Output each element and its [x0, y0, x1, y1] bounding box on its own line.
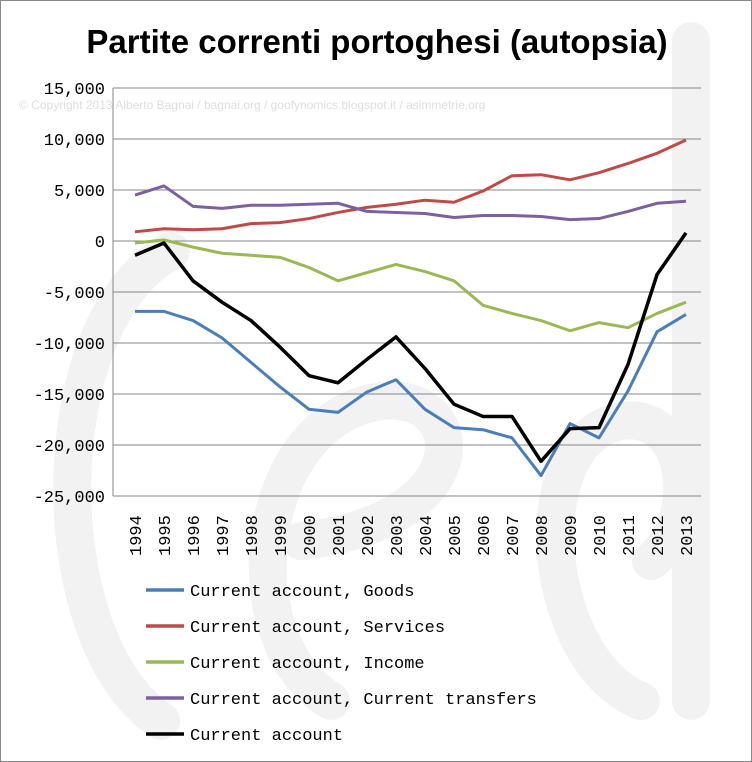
y-tick-label: -25,000 [34, 489, 105, 508]
series-line-current-account-services [134, 138, 687, 234]
legend-label: Current account, Goods [190, 583, 414, 602]
x-tick-label: 2013 [679, 515, 698, 556]
y-tick-label: -15,000 [34, 387, 105, 406]
x-tick-label: 1996 [186, 515, 205, 556]
series-line-current-account-goods [135, 309, 687, 478]
x-tick-label: 2010 [592, 515, 611, 556]
x-tick-label: 2006 [476, 515, 495, 556]
x-tick-label: 1998 [244, 515, 263, 556]
legend-label: Current account, Income [190, 655, 425, 674]
legend-label: Current account [190, 727, 343, 746]
x-tick-label: 2011 [621, 515, 640, 556]
series-line-current-account-income [134, 238, 687, 333]
x-tick-label: 2012 [650, 515, 669, 556]
chart-title: Partite correnti portoghesi (autopsia) [86, 23, 668, 60]
series-line-current-account-current-transfers [134, 184, 687, 222]
y-tick-label: 5,000 [54, 183, 105, 202]
x-tick-label: 1997 [215, 515, 234, 556]
y-tick-label: -20,000 [34, 438, 105, 457]
legend-label: Current account, Services [190, 619, 445, 638]
x-tick-label: 1995 [157, 515, 176, 556]
y-tick-label: -10,000 [34, 336, 105, 355]
y-tick-label: 15,000 [44, 81, 105, 100]
x-tick-label: 2003 [389, 515, 408, 556]
series-line-current-account [134, 231, 688, 464]
x-tick-label: 2005 [447, 515, 466, 556]
x-tick-label: 2009 [563, 515, 582, 556]
x-tick-label: 2008 [534, 515, 553, 556]
y-tick-label: -5,000 [44, 285, 105, 304]
x-tick-label: 1999 [273, 515, 292, 556]
y-tick-label: 0 [95, 234, 105, 253]
x-tick-label: 2002 [360, 515, 379, 556]
logo-stroke [248, 381, 463, 720]
logo-stroke [53, 232, 190, 740]
copyright-watermark: © Copyright 2013 Alberto Bagnai / bagnai… [19, 98, 486, 112]
x-tick-label: 2001 [331, 515, 350, 556]
legend-label: Current account, Current transfers [190, 691, 537, 710]
x-tick-label: 2004 [418, 515, 437, 556]
x-tick-label: 2000 [302, 515, 321, 556]
y-tick-label: 10,000 [44, 132, 105, 151]
x-tick-label: 2007 [505, 515, 524, 556]
x-tick-label: 1994 [128, 515, 147, 556]
